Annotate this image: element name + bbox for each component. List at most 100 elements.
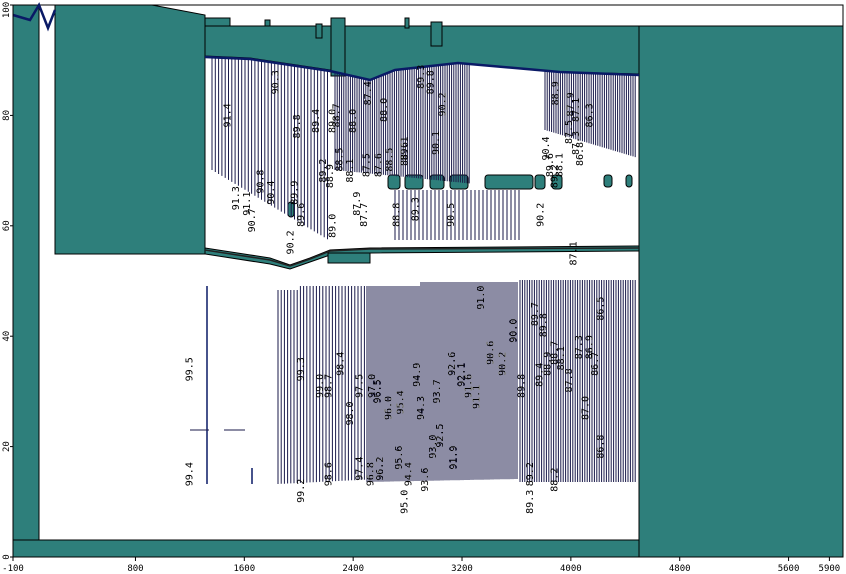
lower-labels-label: 91.0 bbox=[476, 286, 487, 310]
ledge-outline bbox=[204, 247, 640, 267]
lower-labels-label: 89.7 bbox=[530, 302, 541, 326]
lower-labels-label: 98.6 bbox=[323, 462, 334, 486]
center-column-block bbox=[330, 17, 346, 77]
upper-labels-label: 88.8 bbox=[391, 203, 402, 227]
lower-labels-label: 93.6 bbox=[420, 468, 431, 492]
lower-labels-label: 90.6 bbox=[485, 341, 496, 365]
upper-labels-label: 91.4 bbox=[223, 103, 234, 127]
upper-labels-label: 87.5 bbox=[564, 120, 575, 144]
internal-void-6 bbox=[484, 174, 534, 190]
lower-labels-label: 98.4 bbox=[336, 352, 347, 376]
upper-labels-label: 88.1 bbox=[345, 159, 356, 183]
y-tick-label: 40 bbox=[2, 331, 12, 342]
lower-labels-label: 98.0 bbox=[345, 401, 356, 425]
upper-labels-label: 88.5 bbox=[334, 148, 345, 172]
x-tick-label: 5900 bbox=[819, 564, 841, 574]
lower-labels-label: 86.7 bbox=[590, 352, 601, 376]
upper-labels-label: 87.7 bbox=[359, 203, 370, 227]
y-tick-label: 20 bbox=[2, 441, 12, 452]
upper-labels-label: 91.3 bbox=[231, 186, 242, 210]
upper-labels-label: 87.9 bbox=[566, 92, 577, 116]
x-tick-label: 1600 bbox=[233, 564, 255, 574]
lower-labels-label: 89.3 bbox=[525, 490, 536, 514]
upper-labels-label: 88.0 bbox=[348, 109, 359, 133]
upper-contours-center bbox=[334, 63, 470, 184]
upper-labels-label: 87.9 bbox=[352, 192, 363, 216]
top-post-block-1 bbox=[264, 19, 271, 27]
left-pillar-block bbox=[54, 4, 206, 255]
internal-void-2 bbox=[387, 174, 401, 190]
lower-labels-label: 95.4 bbox=[396, 390, 407, 414]
upper-labels-label: 89.1 bbox=[400, 136, 411, 160]
internal-void-9 bbox=[603, 174, 613, 188]
upper-labels-label: 88.5 bbox=[385, 148, 396, 172]
upper-labels-label: 90.2 bbox=[536, 203, 547, 227]
lower-labels-label: 91.6 bbox=[464, 374, 475, 398]
lower-labels-label: 89.8 bbox=[538, 313, 549, 337]
lower-labels-label: 97.0 bbox=[367, 374, 378, 398]
lower-labels-label: 99.0 bbox=[315, 374, 326, 398]
upper-labels-label: 86.3 bbox=[585, 103, 596, 127]
upper-labels-label: 89.2 bbox=[549, 164, 560, 188]
internal-void-7 bbox=[534, 174, 546, 190]
lower-labels-label: 99.2 bbox=[296, 479, 307, 503]
lower-labels-label: 89.8 bbox=[517, 374, 528, 398]
lower-labels-label: 88.9 bbox=[543, 352, 554, 376]
lower-ledge-block bbox=[204, 245, 640, 270]
lower-labels-label: 95.0 bbox=[400, 490, 411, 514]
upper-contours-right bbox=[544, 70, 636, 158]
lower-labels-label: 86.8 bbox=[596, 435, 607, 459]
upper-labels-label: 89.6 bbox=[296, 203, 307, 227]
contour-labels: 99.5 99.4 99.3 99.2 99.098.798.4 98.6 98.0 97.5… bbox=[185, 65, 607, 514]
lower-labels-label: 97.4 bbox=[355, 457, 366, 481]
isolated-contours bbox=[206, 286, 253, 484]
internal-void-8 bbox=[551, 174, 563, 190]
lower-labels-label: 90.0 bbox=[508, 319, 519, 343]
lower-labels-label: 88.2 bbox=[549, 468, 560, 492]
upper-labels-label: 89.4 bbox=[311, 109, 322, 133]
internal-void-10 bbox=[625, 174, 633, 188]
upper-labels-label: 87.1 bbox=[568, 241, 579, 265]
lower-labels-label: 87.8 bbox=[564, 368, 575, 392]
lower-labels-label: 90.2 bbox=[498, 352, 509, 376]
upper-labels-label: 88.6 bbox=[400, 142, 411, 166]
internal-void-5 bbox=[449, 174, 469, 190]
lower-labels-label: 86.9 bbox=[585, 335, 596, 359]
lower-labels-label: 94.4 bbox=[404, 462, 415, 486]
upper-labels-label: 90.3 bbox=[270, 70, 281, 94]
upper-labels-label: 87.3 bbox=[571, 131, 582, 155]
lower-contours-left bbox=[277, 286, 365, 484]
lower-labels-label: 91.1 bbox=[472, 385, 483, 409]
lower-labels-label: 86.5 bbox=[596, 297, 607, 321]
upper-labels-label: 88.0 bbox=[379, 98, 390, 122]
top-post-block-2 bbox=[315, 23, 323, 39]
lower-labels-label: 92.1 bbox=[457, 363, 468, 387]
lower-labels-label: 96.2 bbox=[375, 457, 386, 481]
x-tick-label: 4000 bbox=[560, 564, 582, 574]
lower-labels-label: 89.2 bbox=[525, 462, 536, 486]
lower-labels-label: 89.4 bbox=[534, 363, 545, 387]
ledge-step-block bbox=[327, 252, 371, 264]
upper-labels-label: 87.4 bbox=[363, 81, 374, 105]
lower-labels-label: 94.3 bbox=[416, 396, 427, 420]
upper-labels-label: 89.2 bbox=[318, 159, 329, 183]
upper-labels-label: 87.6 bbox=[374, 153, 385, 177]
upper-labels-label: 89.0 bbox=[328, 214, 339, 238]
upper-labels-label: 90.2 bbox=[285, 230, 296, 254]
inflow-surface-line bbox=[12, 2, 57, 32]
lower-contours-right bbox=[519, 280, 636, 482]
lower-labels-label: 98.7 bbox=[323, 374, 334, 398]
upper-labels-label: 86.8 bbox=[575, 142, 586, 166]
solid-blocks bbox=[12, 4, 844, 558]
upper-labels-label: 88.7 bbox=[332, 103, 343, 127]
lower-labels-label: 99.3 bbox=[296, 357, 307, 381]
lower-labels-label: 87.3 bbox=[574, 335, 585, 359]
lower-labels-label: 94.9 bbox=[412, 363, 423, 387]
lower-labels-label: 96.5 bbox=[372, 379, 383, 403]
x-tick-label: 4800 bbox=[669, 564, 691, 574]
lower-labels-label: 88.1 bbox=[556, 346, 567, 370]
lower-labels-label: 91.9 bbox=[449, 446, 460, 470]
upper-labels-label: 88.9 bbox=[325, 164, 336, 188]
